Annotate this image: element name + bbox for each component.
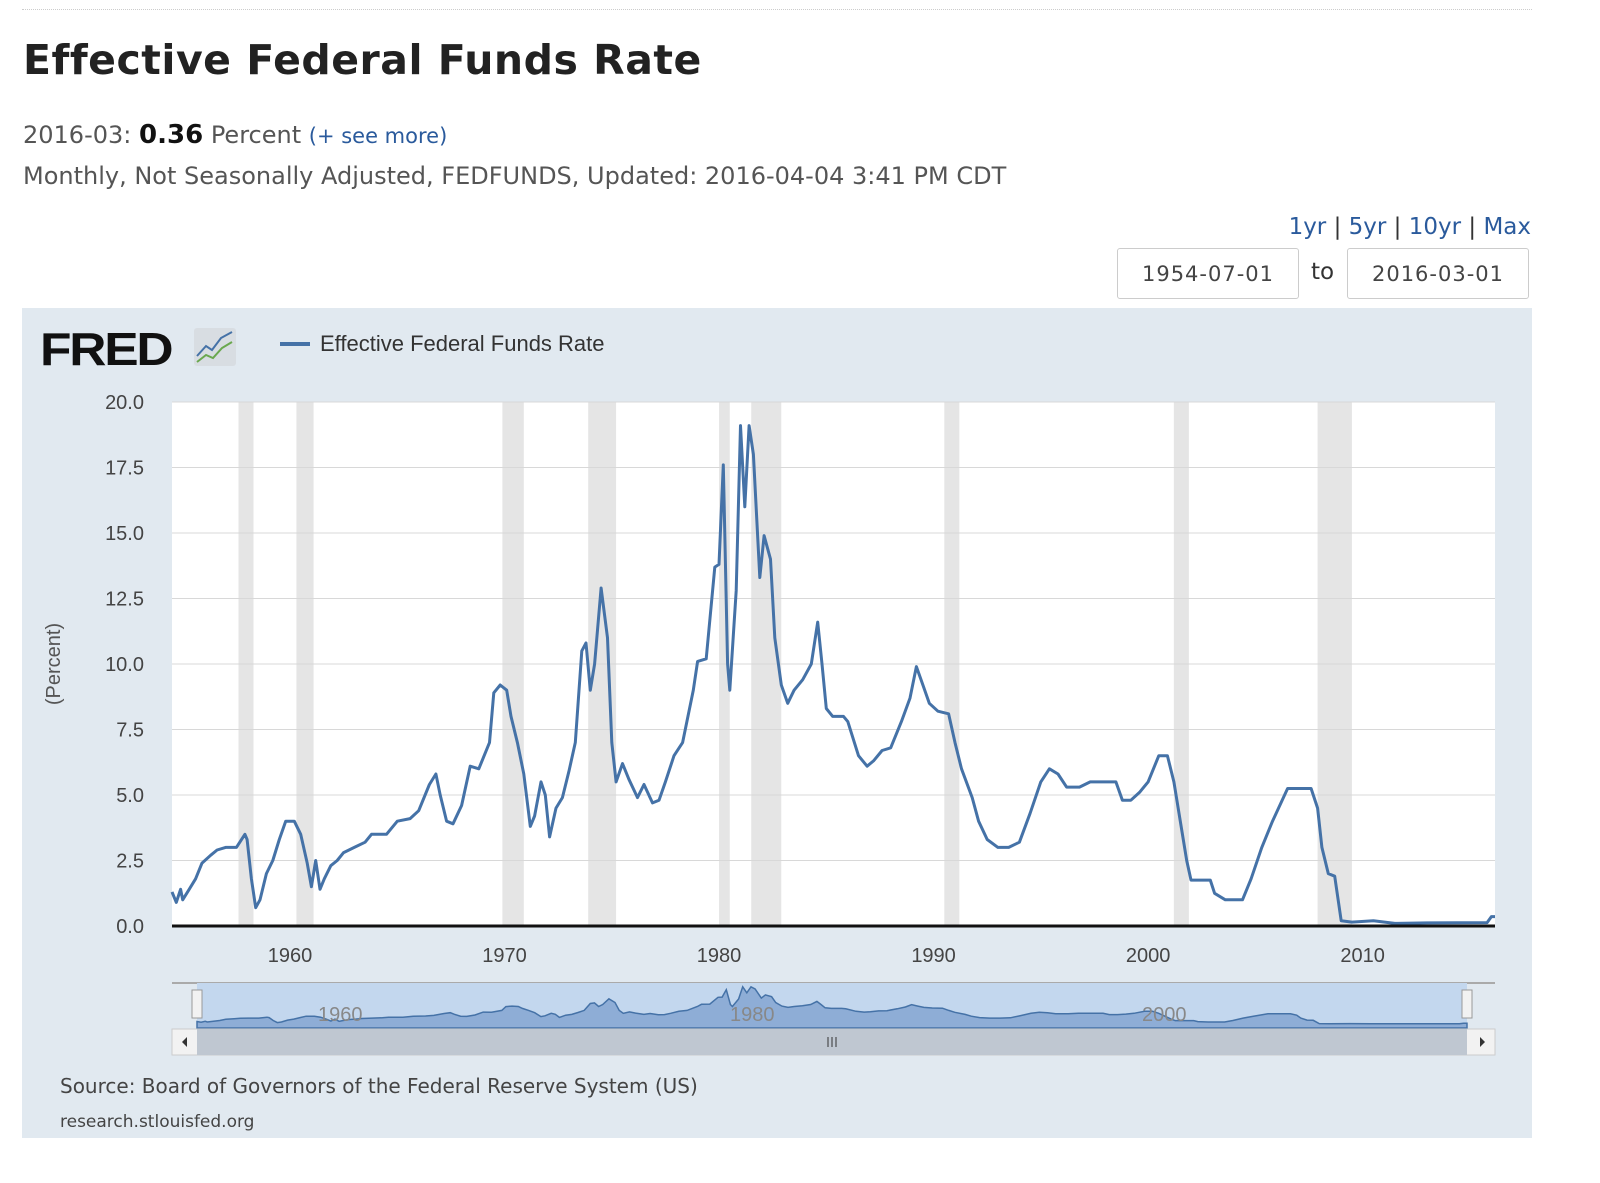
fred-logo: FRED xyxy=(40,323,174,375)
end-date-input[interactable] xyxy=(1347,248,1529,299)
to-label: to xyxy=(1311,259,1335,285)
y-tick-label: 7.5 xyxy=(116,720,144,742)
y-tick-label: 12.5 xyxy=(105,589,144,611)
y-tick-label: 20.0 xyxy=(105,392,144,414)
navigator-handle[interactable] xyxy=(1461,989,1473,1019)
range-max-link[interactable]: Max xyxy=(1483,214,1531,240)
range-1yr-link[interactable]: 1yr xyxy=(1288,214,1327,240)
x-tick-label: 1980 xyxy=(697,945,742,967)
navigator-year-label: 1980 xyxy=(730,1004,775,1026)
range-links: 1yr | 5yr | 10yr | Max xyxy=(1288,214,1531,240)
navigator-year-label: 2000 xyxy=(1142,1004,1187,1026)
navigator-handle[interactable] xyxy=(191,989,203,1019)
x-tick-label: 2010 xyxy=(1340,945,1385,967)
y-tick-label: 2.5 xyxy=(116,851,144,873)
y-tick-label: 10.0 xyxy=(105,654,144,676)
x-tick-label: 1970 xyxy=(482,945,527,967)
series-line xyxy=(170,424,1495,925)
legend-label: Effective Federal Funds Rate xyxy=(320,331,605,356)
scroll-right-arrow-icon[interactable] xyxy=(1480,1037,1485,1047)
observation-value: 0.36 xyxy=(139,120,204,150)
fred-logo-chart-icon xyxy=(194,328,236,366)
chart-legend[interactable]: Effective Federal Funds Rate xyxy=(280,331,605,357)
y-tick-label: 0.0 xyxy=(116,916,144,938)
scroll-left-arrow-icon[interactable] xyxy=(182,1037,187,1047)
x-tick-label: 2000 xyxy=(1126,945,1171,967)
source-site: research.stlouisfed.org xyxy=(60,1112,255,1132)
range-5yr-link[interactable]: 5yr xyxy=(1348,214,1387,240)
scrollbar-grip-icon xyxy=(827,1037,837,1047)
start-date-input[interactable] xyxy=(1117,248,1299,299)
y-tick-label: 15.0 xyxy=(105,523,144,545)
observation-date: 2016-03: xyxy=(23,121,132,149)
navigator-series-area xyxy=(196,985,1468,1029)
x-tick-label: 1960 xyxy=(268,945,313,967)
series-metadata: Monthly, Not Seasonally Adjusted, FEDFUN… xyxy=(23,162,1007,190)
y-axis-label: (Percent) xyxy=(43,623,65,705)
observation-units: Percent xyxy=(210,121,302,149)
top-divider xyxy=(22,9,1532,10)
navigator-year-label: 1960 xyxy=(318,1004,363,1026)
y-tick-label: 17.5 xyxy=(105,458,144,480)
y-tick-label: 5.0 xyxy=(116,785,144,807)
see-more-link[interactable]: (+ see more) xyxy=(308,124,448,148)
legend-swatch xyxy=(280,342,310,346)
page-title: Effective Federal Funds Rate xyxy=(23,36,702,84)
source-text: Source: Board of Governors of the Federa… xyxy=(60,1074,698,1098)
latest-observation: 2016-03: 0.36 Percent (+ see more) xyxy=(23,120,447,150)
x-tick-label: 1990 xyxy=(911,945,956,967)
range-10yr-link[interactable]: 10yr xyxy=(1408,214,1462,240)
